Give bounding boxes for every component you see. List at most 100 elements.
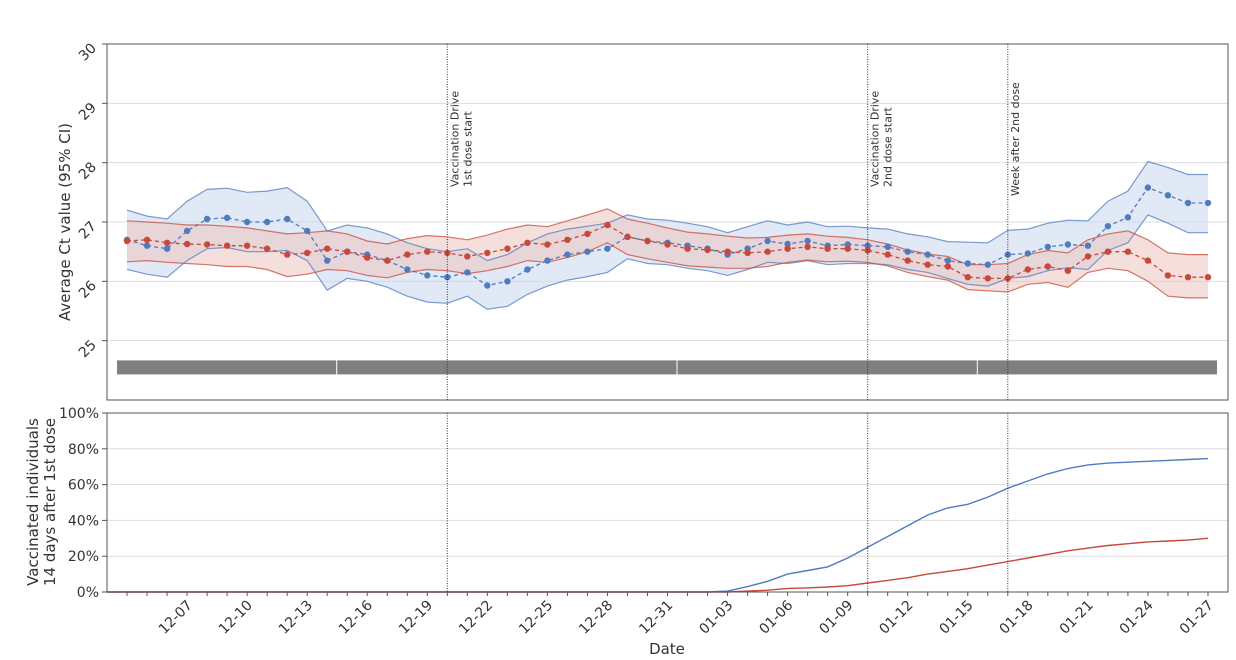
event-label-line1: Vaccination Drive <box>448 91 461 187</box>
vaccination-chart: 0%20%40%60%80%100% 12-07 12-10 12-13 12-16 1… <box>24 406 1229 658</box>
bottom-y-ticks: 0% 20% 40% 60% 80% 100% <box>59 406 107 601</box>
blue-data-point <box>1044 243 1052 251</box>
red-data-point <box>884 251 891 258</box>
red-data-point <box>1044 263 1052 270</box>
red-ci-lower-line <box>126 242 1208 299</box>
event-label-line2: 1st dose start <box>461 110 474 187</box>
red-data-point <box>544 241 551 248</box>
top-plot-frame <box>106 43 1229 401</box>
red-data-point <box>1144 257 1152 264</box>
top-y-tick-label: 29 <box>76 100 100 124</box>
bottom-plot-frame <box>106 412 1229 593</box>
red-data-point <box>944 263 951 270</box>
red-data-point <box>324 245 331 252</box>
red-data-point <box>484 249 491 257</box>
red-data-point <box>564 236 571 243</box>
red-data-point <box>824 245 831 252</box>
red-data-point <box>263 245 271 252</box>
ct-value-chart: 25 26 27 28 29 30 Average Ct value (95% CI) <box>56 41 1229 401</box>
bottom-y-tick-label: 20% <box>68 549 99 565</box>
bottom-y-tick-label: 0% <box>77 585 99 601</box>
blue-data-point <box>804 237 811 245</box>
red-data-point <box>464 253 471 260</box>
red-data-point <box>444 249 451 257</box>
bottom-y-tick-label: 40% <box>68 513 99 529</box>
bottom-y-axis-label-line2: 14 days after 1st dose <box>41 418 59 586</box>
red-data-point <box>1104 248 1112 255</box>
red-data-point <box>504 245 511 252</box>
blue-ci-lower-line <box>126 214 1208 310</box>
blue-data-point <box>284 215 291 223</box>
x-tick-label: 12-22 <box>456 598 496 638</box>
blue-ci-upper-line <box>126 160 1208 262</box>
red-data-point <box>604 221 611 229</box>
blue-data-point <box>924 251 931 258</box>
blue-data-point <box>464 269 471 276</box>
blue-data-point <box>1184 199 1192 207</box>
blue-data-point <box>143 242 151 249</box>
period-bar <box>337 360 677 375</box>
x-tick-label: 01-21 <box>1057 598 1097 638</box>
red-data-point <box>664 241 671 248</box>
red-data-point <box>684 245 691 252</box>
x-tick-label: 12-25 <box>516 598 556 638</box>
red-data-point <box>744 249 751 257</box>
x-tick-label: 12-28 <box>576 598 616 638</box>
x-tick-label: 12-31 <box>636 598 676 638</box>
blue-data-point <box>424 272 431 279</box>
red-data-point <box>364 254 371 261</box>
top-y-tick-label: 30 <box>76 41 100 65</box>
x-tick-label: 12-10 <box>216 598 256 638</box>
top-y-tick-label: 27 <box>76 219 100 243</box>
red-data-point <box>143 236 151 243</box>
period-bar <box>117 360 337 375</box>
x-tick-label: 12-16 <box>336 597 376 637</box>
blue-data-point <box>564 251 571 258</box>
event-lines: Vaccination Drive 1st dose start Vaccinati… <box>446 44 1022 592</box>
event-label-line2: 2nd dose start <box>882 107 895 187</box>
red-data-point <box>924 261 931 268</box>
x-tick-label: 01-09 <box>816 598 856 638</box>
event-label-line1: Week after 2nd dose <box>1009 82 1022 196</box>
blue-data-point <box>504 278 511 285</box>
red-data-point <box>644 237 651 245</box>
blue-data-point <box>1024 250 1032 257</box>
blue-data-point <box>1124 214 1132 221</box>
ct-points <box>123 184 1212 289</box>
red-data-point <box>904 257 911 264</box>
blue-data-point <box>243 218 251 226</box>
blue-data-point <box>263 218 271 226</box>
red-data-point <box>844 245 851 252</box>
red-data-point <box>584 230 591 238</box>
blue-data-point <box>304 227 311 235</box>
blue-data-point <box>1084 242 1092 249</box>
blue-vaccinated-line <box>107 457 1209 593</box>
x-tick-label: 01-06 <box>756 597 796 637</box>
blue-data-point <box>864 242 871 249</box>
blue-data-point <box>183 227 191 235</box>
period-bar <box>677 360 977 375</box>
x-tick-label: 01-24 <box>1117 597 1157 637</box>
red-data-point <box>524 239 531 246</box>
blue-data-point <box>203 215 211 223</box>
red-data-point <box>784 245 791 252</box>
bottom-y-axis-label-line1: Vaccinated individuals <box>24 418 42 586</box>
red-vaccinated-line <box>107 537 1209 593</box>
red-data-point <box>624 233 631 240</box>
x-tick-label: 01-12 <box>876 598 916 638</box>
x-axis-label: Date <box>649 640 685 658</box>
blue-data-point <box>544 257 551 264</box>
red-data-point <box>1204 274 1212 281</box>
blue-data-point <box>1064 241 1072 248</box>
top-y-tick-label: 28 <box>76 159 100 183</box>
blue-data-point <box>163 245 171 252</box>
red-data-point <box>1084 253 1092 260</box>
red-data-point <box>864 247 871 254</box>
blue-data-point <box>944 257 951 264</box>
top-y-tick-label: 25 <box>76 337 100 361</box>
red-data-point <box>203 241 211 248</box>
blue-data-point <box>1144 184 1152 191</box>
red-data-point <box>1024 266 1032 273</box>
vaccination-lines <box>107 457 1209 593</box>
